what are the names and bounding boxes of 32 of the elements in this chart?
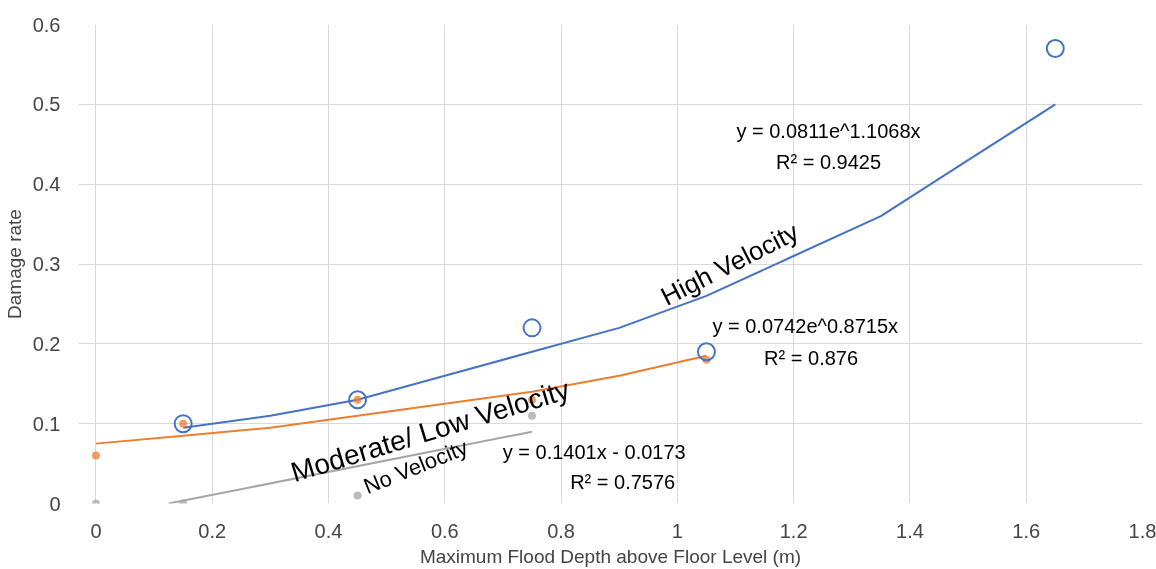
x-tick-label: 0 xyxy=(90,519,102,542)
x-tick-label: 1.6 xyxy=(1012,519,1041,542)
point xyxy=(173,414,193,434)
y-tick-label: 0.6 xyxy=(32,13,61,36)
annotation: R² = 0.9425 xyxy=(776,150,882,173)
point xyxy=(522,318,542,338)
y-axis-title: Damage rate xyxy=(3,209,25,319)
x-tick-label: 0.8 xyxy=(547,519,575,542)
annotation: y = 0.1401x - 0.0173 xyxy=(502,440,686,463)
point xyxy=(696,342,716,362)
annotation: y = 0.0742e^0.8715x xyxy=(712,315,899,338)
x-tick-label: 1.2 xyxy=(779,519,808,542)
annotation: R² = 0.876 xyxy=(764,347,859,370)
x-tick-label: 1.8 xyxy=(1128,519,1156,542)
y-tick-label: 0.5 xyxy=(32,93,61,116)
x-tick-label: 1 xyxy=(671,519,683,542)
annotation: R² = 0.7576 xyxy=(570,470,676,493)
point xyxy=(1045,38,1065,58)
annotation: y = 0.0811e^1.1068x xyxy=(736,119,921,142)
x-tick-label: 0.2 xyxy=(198,519,227,542)
x-tick-label: 0.6 xyxy=(430,519,459,542)
point xyxy=(353,491,362,500)
point xyxy=(348,390,368,410)
y-tick-label: 0.3 xyxy=(32,253,61,275)
point xyxy=(91,451,100,460)
x-axis-title: Maximum Flood Depth above Floor Level (m) xyxy=(419,545,802,567)
y-tick-label: 0.2 xyxy=(32,332,61,355)
y-tick-label: 0.1 xyxy=(32,412,61,435)
x-tick-label: 1.4 xyxy=(896,519,924,542)
x-tick-label: 0.4 xyxy=(314,519,343,542)
y-tick-label: 0.4 xyxy=(32,173,61,196)
y-tick-label: 0 xyxy=(49,492,61,515)
